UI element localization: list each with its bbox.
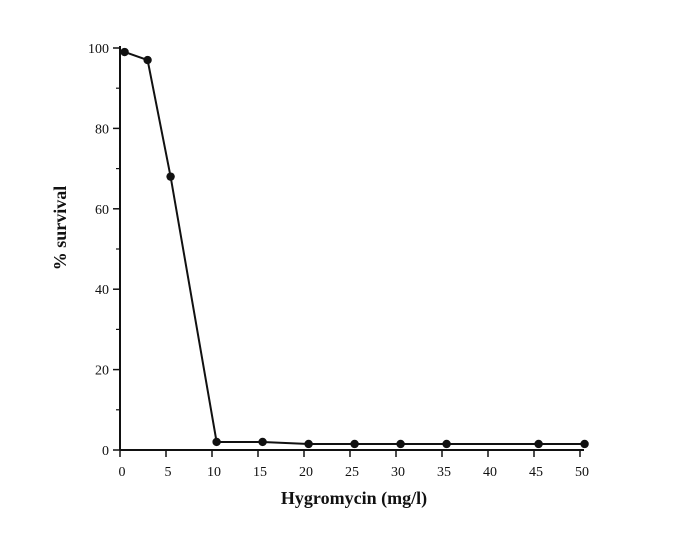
chart-axes xyxy=(119,46,584,451)
x-tick-label: 35 xyxy=(437,465,451,480)
x-tick-label: 15 xyxy=(253,465,267,480)
y-tick-label: 0 xyxy=(102,444,109,459)
y-tick-label: 60 xyxy=(95,203,109,218)
data-point xyxy=(212,437,221,447)
x-axis-title: Hygromycin (mg/l) xyxy=(281,488,427,509)
x-ticks: 0 5 10 15 20 25 30 35 40 45 50 xyxy=(119,450,589,480)
y-ticks: 0 20 40 60 80 100 xyxy=(88,42,120,459)
x-tick-label: 10 xyxy=(207,465,221,480)
data-point xyxy=(442,439,451,449)
x-tick-label: 25 xyxy=(345,465,359,480)
y-tick-label: 100 xyxy=(88,42,109,57)
data-point xyxy=(258,437,267,447)
data-point xyxy=(396,439,405,449)
x-tick-label: 45 xyxy=(529,465,543,480)
data-point xyxy=(580,439,589,449)
series-line xyxy=(124,51,585,445)
y-tick-label: 40 xyxy=(95,283,109,298)
y-axis-title: % survival xyxy=(50,186,70,271)
y-tick-label: 20 xyxy=(95,364,109,379)
data-point xyxy=(304,439,313,449)
x-tick-label: 0 xyxy=(119,465,126,480)
x-tick-label: 40 xyxy=(483,465,497,480)
data-point xyxy=(120,47,129,57)
data-point xyxy=(166,172,175,181)
data-point xyxy=(143,55,152,65)
data-point xyxy=(534,439,543,449)
data-point xyxy=(350,439,359,449)
y-tick-label: 80 xyxy=(95,122,109,137)
x-tick-label: 20 xyxy=(299,465,313,480)
x-tick-label: 5 xyxy=(165,465,172,480)
series-layer xyxy=(120,47,589,449)
x-tick-label: 30 xyxy=(391,465,405,480)
x-tick-label: 50 xyxy=(575,465,589,480)
